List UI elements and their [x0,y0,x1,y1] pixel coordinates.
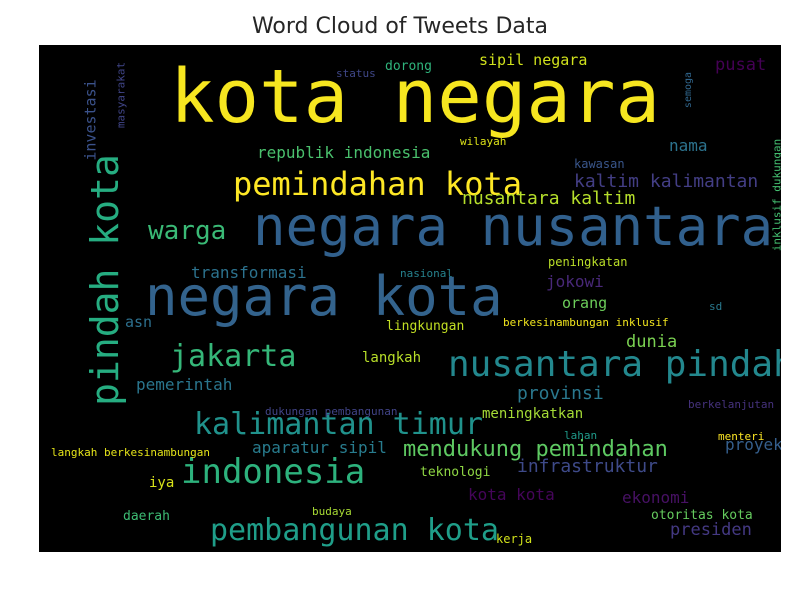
word-pemerintah: pemerintah [136,375,233,394]
word-nasional: nasional [400,267,453,280]
word-lingkungan: lingkungan [386,319,465,334]
word-pembangunan-kota: pembangunan kota [210,513,499,548]
word-presiden: presiden [670,520,752,540]
word-dukungan-pembangunan: dukungan pembangunan [265,405,398,418]
word-kota-negara: kota negara [170,54,661,140]
word-aparatur-sipil: aparatur sipil [252,438,387,457]
word-budaya: budaya [312,505,352,518]
word-menteri: menteri [718,430,765,443]
word-indonesia: indonesia [181,452,366,492]
word-daerah: daerah [123,509,170,524]
word-dorong: dorong [385,59,432,74]
word-sipil-negara: sipil negara [479,51,588,69]
word-kerja: kerja [496,532,533,546]
word-dunia: dunia [626,332,678,352]
word-republik-indonesia: republik indonesia [257,143,431,162]
word-berkesinambungan-inklusif: berkesinambungan inklusif [503,316,669,329]
word-pemindahan-kota: pemindahan kota [233,165,522,203]
word-pindah-kota: pindah kota [83,154,127,406]
word-wilayah: wilayah [460,135,507,148]
word-sd: sd [709,300,723,313]
word-ekonomi: ekonomi [622,488,690,507]
word-lahan: lahan [564,429,598,442]
word-warga: warga [148,216,227,246]
word-transformasi: transformasi [191,263,307,282]
word-jakarta: jakarta [170,339,297,374]
word-investasi: investasi [81,79,100,161]
word-jokowi: jokowi [546,272,604,291]
word-negara-kota: negara kota [145,265,503,328]
word-iya: iya [149,475,175,491]
word-kaltim-kalimantan: kaltim kalimantan [574,171,759,192]
word-negara-nusantara: negara nusantara [253,195,774,258]
word-asn: asn [125,313,153,331]
word-pusat: pusat [715,55,767,75]
word-kalimantan-timur: kalimantan timur [194,407,483,442]
word-teknologi: teknologi [420,465,491,480]
word-meningkatkan: meningkatkan [482,406,584,422]
word-provinsi: provinsi [517,383,604,404]
word-mendukung-pemindahan: mendukung pemindahan [403,437,668,462]
word-masyarakat: masyarakat [114,61,128,129]
word-langkah: langkah [362,350,422,366]
word-nusantara-kaltim: nusantara kaltim [462,188,636,209]
word-cloud: kota negara negara nusantara negara kota pi… [39,45,781,552]
word-kota-kota: kota kota [468,485,555,504]
word-otoritas-kota: otoritas kota [651,508,753,523]
word-proyek: proyek [725,435,781,454]
word-inklusif-dukungan: inklusif dukungan [770,138,782,252]
word-nusantara-pindah: nusantara pindah [448,344,781,385]
chart-title: Word Cloud of Tweets Data [251,14,549,39]
word-nama: nama [669,136,708,155]
word-berkelanjutan: berkelanjutan [688,398,775,411]
word-kawasan: kawasan [574,157,625,171]
word-peningkatan: peningkatan [548,255,628,269]
word-semoga: semoga [683,71,694,109]
word-langkah-berkesinambungan: langkah berkesinambungan [51,446,210,459]
word-infrastruktur: infrastruktur [517,456,658,477]
word-orang: orang [562,294,608,312]
word-status: status [336,67,376,80]
